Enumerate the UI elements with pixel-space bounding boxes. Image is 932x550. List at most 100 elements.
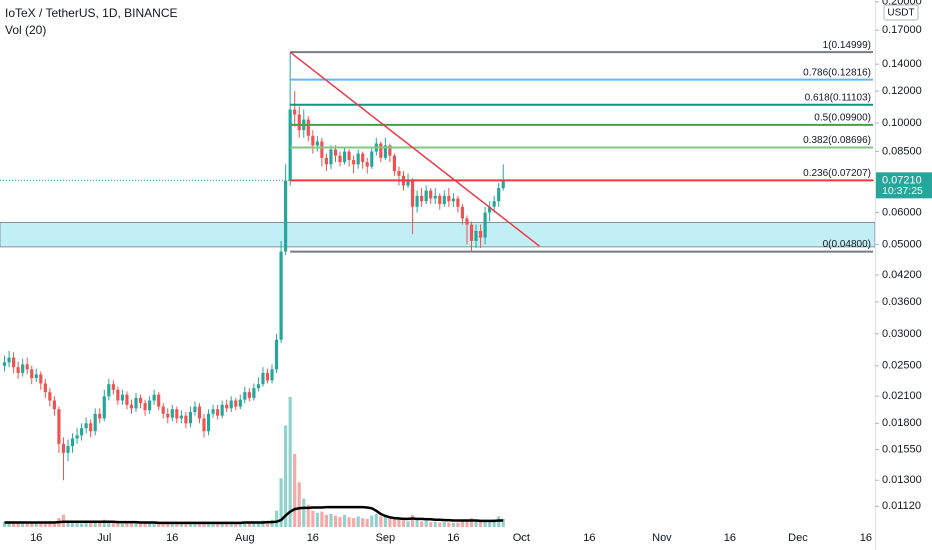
candle-body — [297, 114, 301, 131]
volume-bar — [433, 521, 437, 527]
volume-bar — [152, 522, 156, 527]
candle-body — [125, 394, 129, 405]
candle-body — [256, 384, 261, 389]
volume-bar — [39, 521, 43, 527]
volume-bar — [102, 519, 106, 527]
y-tick-label: 0.01550 — [882, 443, 922, 455]
candle-body — [265, 372, 270, 381]
candle-body — [129, 404, 134, 409]
volume-bar — [324, 514, 329, 527]
volume-bar — [279, 478, 283, 527]
y-tick-label: 0.01800 — [882, 417, 922, 429]
candle-body — [66, 446, 70, 453]
volume-bar — [193, 523, 197, 527]
candle-body — [429, 190, 433, 199]
volume-bar — [43, 522, 47, 527]
volume-bar — [211, 523, 215, 527]
volume-bar — [166, 523, 170, 527]
candle-body — [229, 400, 233, 409]
candle-body — [30, 369, 34, 379]
volume-bar — [125, 522, 129, 527]
volume-bar — [30, 522, 34, 527]
candle-body — [356, 153, 360, 165]
y-tick-label: 0.06000 — [882, 206, 922, 218]
candle-body — [352, 159, 356, 165]
volume-bar — [342, 514, 347, 527]
volume-bar — [420, 521, 424, 527]
volume-bar — [456, 522, 460, 527]
volume-bar — [352, 518, 356, 527]
candle-body — [166, 413, 170, 418]
candle-body — [469, 224, 474, 241]
volume-bar — [66, 521, 70, 527]
volume-bar — [93, 520, 97, 527]
y-tick-label: 0.14000 — [882, 58, 922, 70]
volume-bar — [438, 522, 442, 527]
volume-ma-line — [4, 505, 504, 525]
candle-body — [25, 364, 29, 370]
y-tick-label: 0.01120 — [882, 500, 921, 512]
zone — [0, 222, 876, 248]
candle-body — [388, 145, 392, 156]
fib-label: 0.618(0.11103) — [805, 92, 871, 103]
candle-body — [433, 195, 437, 199]
volume-bar — [320, 511, 324, 527]
volume-bar — [315, 512, 319, 527]
candle-body — [134, 397, 138, 409]
volume-bar — [401, 520, 406, 527]
volume-bar — [379, 516, 383, 527]
x-tick-label: Jul — [97, 532, 111, 544]
y-tick-label: 0.01300 — [882, 474, 922, 486]
volume-bar — [406, 521, 410, 527]
volume-bar — [107, 521, 111, 527]
candle-body — [39, 374, 43, 384]
volume-bar — [161, 523, 165, 527]
candle-body — [138, 397, 143, 404]
candle-body — [243, 392, 247, 400]
indicator-title: Vol (20) — [5, 23, 46, 37]
candle-body — [211, 409, 215, 414]
y-tick-label: 0.05000 — [882, 238, 922, 250]
candle-body — [43, 383, 47, 393]
volume-bar — [483, 521, 487, 527]
volume-bar — [170, 522, 174, 527]
last-price-box — [876, 172, 932, 199]
candle-body — [80, 428, 84, 436]
candle-body — [279, 251, 283, 340]
volume-bar — [256, 521, 261, 527]
volume-bar — [7, 522, 11, 527]
x-tick-label: Aug — [235, 532, 255, 544]
volume-bar — [447, 522, 451, 527]
volume-bar — [2, 522, 7, 527]
volume-bar — [488, 520, 492, 527]
y-tick-label: 0.03000 — [882, 328, 922, 340]
volume-bar — [148, 522, 152, 527]
volume-bar — [442, 522, 446, 527]
volume-bar — [157, 523, 161, 527]
candle-body — [116, 389, 120, 401]
candle-body — [238, 399, 242, 407]
volume-bar — [429, 522, 433, 527]
unit-box — [883, 4, 919, 21]
volume-bar — [225, 523, 229, 527]
candle-body — [293, 109, 297, 115]
countdown: 10:37:25 — [882, 185, 923, 197]
volume-bar — [120, 523, 124, 527]
volume-bar — [265, 522, 270, 527]
y-tick-label: 0.02500 — [882, 360, 922, 372]
candle-body — [492, 201, 496, 207]
symbol-title: IoTeX / TetherUS, 1D, BINANCE — [5, 6, 178, 20]
candle-body — [370, 151, 374, 167]
candle-body — [501, 180, 505, 189]
candle-body — [12, 357, 16, 368]
candle-body — [284, 180, 288, 252]
volume-bar — [374, 514, 378, 527]
fib-label: 0(0.04800) — [823, 239, 871, 250]
volume-bar — [175, 523, 179, 527]
volume-bar — [410, 514, 415, 527]
volume-bar — [134, 522, 138, 527]
candle-body — [107, 384, 111, 397]
candle-body — [175, 409, 179, 419]
volume-bar — [469, 518, 474, 527]
volume-bar — [311, 510, 315, 527]
